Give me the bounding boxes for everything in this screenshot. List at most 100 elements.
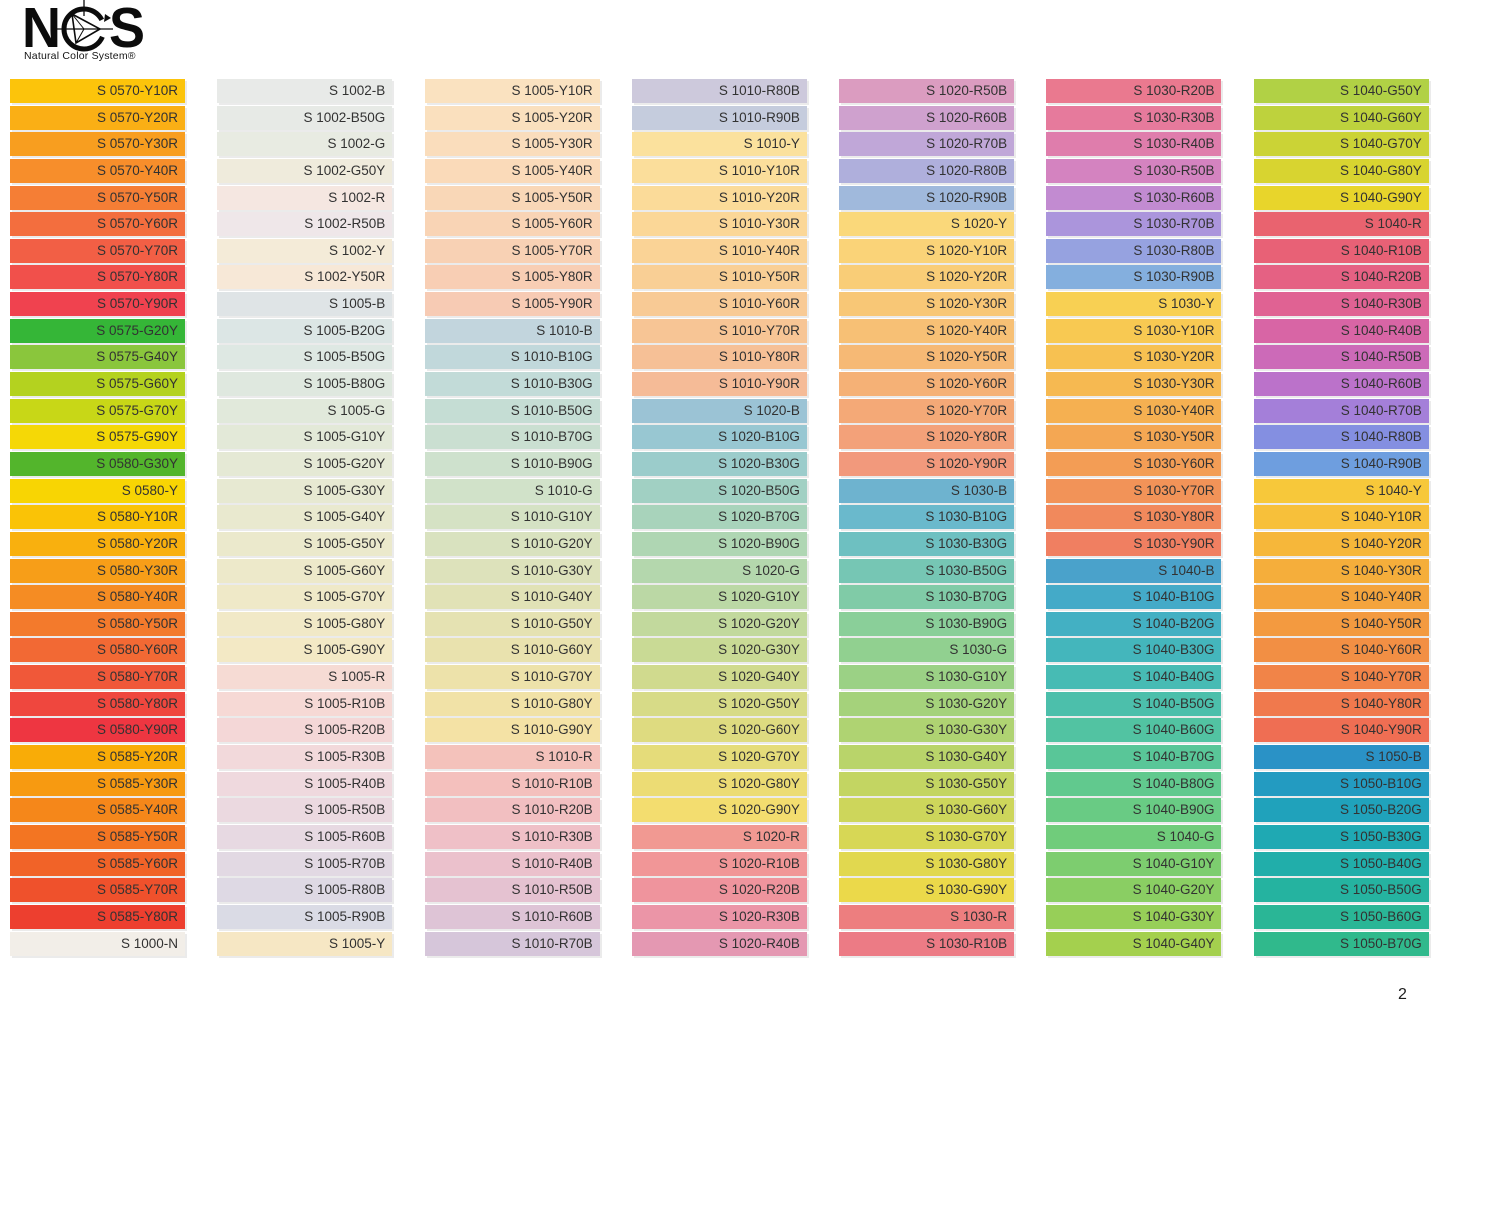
swatch-code-label: S 1050-B40G [1339,855,1422,871]
swatch-code-label: S 1020-R70B [926,136,1008,152]
color-swatch: S 1005-G50Y [217,531,393,556]
swatch-code-label: S 1005-Y10R [511,83,593,98]
color-swatch: S 1005-R20B [217,718,393,743]
swatch-code-label: S 1040-B20G [1132,615,1215,631]
swatch-code-label: S 1005-B20G [303,322,386,338]
color-swatch: S 1020-R30B [631,904,807,929]
swatch-code-label: S 1010-B30G [510,376,593,392]
color-swatch: S 1040-G90Y [1253,185,1429,210]
color-swatch: S 1020-Y10R [839,238,1015,263]
color-swatch: S 1040-B60G [1046,718,1222,743]
color-swatch: S 1010-B30G [424,372,600,397]
color-swatch: S 0575-G90Y [10,425,185,450]
swatch-code-label: S 0580-Y30R [96,562,178,578]
color-swatch: S 1030-R20B [1046,79,1222,103]
swatch-code-label: S 1030-Y40R [1133,402,1215,418]
color-swatch: S 0585-Y80R [10,904,185,929]
swatch-code-label: S 1020-Y90R [926,455,1008,471]
color-swatch: S 1050-B [1253,745,1429,770]
swatch-code-label: S 1010-G40Y [510,589,593,605]
swatch-code-label: S 1020-Y30R [926,296,1008,312]
swatch-code-label: S 1005-R40B [304,775,386,791]
swatch-code-label: S 1010-Y [743,136,800,152]
color-swatch: S 1010-R50B [424,878,600,903]
swatch-column: S 1030-R20B S 1030-R30B S 1030-R40B S 1030-… [1046,79,1222,958]
color-swatch: S 1020-G10Y [631,585,807,610]
color-swatch: S 1020-Y30R [839,292,1015,317]
color-swatch: S 0585-Y30R [10,771,185,796]
color-swatch: S 1010-R10B [424,771,600,796]
color-swatch: S 1040-G50Y [1253,79,1429,103]
color-swatch: S 1010-B90G [424,451,600,476]
color-swatch: S 0585-Y50R [10,824,185,849]
color-swatch: S 1020-R60B [839,105,1015,130]
color-swatch: S 1040-R30B [1253,292,1429,317]
swatch-code-label: S 1002-G50Y [303,162,386,178]
color-swatch: S 1010-R [424,745,600,770]
swatch-code-label: S 1005-G90Y [303,642,386,658]
swatch-code-label: S 1020-Y10R [926,242,1008,258]
color-swatch: S 1010-G [424,478,600,503]
swatch-code-label: S 1030-G70Y [925,828,1008,844]
color-swatch: S 1040-R40B [1253,318,1429,343]
swatch-code-label: S 1020-R [742,828,800,844]
color-swatch: S 1040-R50B [1253,345,1429,370]
swatch-code-label: S 1050-B30G [1339,828,1422,844]
swatch-code-label: S 0580-Y10R [96,509,178,525]
swatch-code-label: S 1000-N [120,935,178,951]
color-swatch: S 1010-Y10R [631,158,807,183]
logo-subtitle: Natural Color System® [24,50,136,62]
swatch-code-label: S 1030-R10B [926,935,1008,951]
swatch-code-label: S 1010-R90B [718,109,800,125]
swatch-code-label: S 1030-Y50R [1133,429,1215,445]
color-swatch: S 1010-G90Y [424,718,600,743]
color-swatch: S 1010-Y30R [631,212,807,237]
color-swatch: S 1010-R60B [424,904,600,929]
color-swatch: S 1030-Y90R [1046,531,1222,556]
swatch-code-label: S 1040-Y30R [1340,562,1422,578]
color-swatch: S 1030-G60Y [839,798,1015,823]
swatch-code-label: S 1020-G40Y [718,669,800,685]
color-swatch: S 1030-Y20R [1046,345,1222,370]
color-swatch: S 0580-Y90R [10,718,185,743]
color-swatch: S 1030-B30G [839,531,1015,556]
color-swatch: S 1030-G [839,638,1015,663]
swatch-code-label: S 0580-Y20R [96,535,178,551]
swatch-code-label: S 1030-G30Y [925,722,1008,738]
swatch-code-label: S 1030-Y [1158,296,1215,312]
swatch-code-label: S 1040-Y70R [1340,669,1422,685]
color-swatch: S 1005-Y80R [424,265,600,290]
swatch-code-label: S 1040-R30B [1340,296,1422,312]
color-swatch: S 0575-G60Y [10,372,185,397]
color-swatch: S 1002-G [217,132,393,157]
swatch-code-label: S 1005-R [328,669,386,685]
swatch-code-label: S 1030-G60Y [925,802,1008,818]
color-swatch: S 1030-R70B [1046,212,1222,237]
swatch-code-label: S 1005-Y60R [511,216,593,232]
swatch-code-label: S 1040-B10G [1132,589,1215,605]
color-swatch: S 1030-Y80R [1046,505,1222,530]
color-swatch: S 1010-Y70R [631,318,807,343]
swatch-code-label: S 1030-R80B [1133,242,1215,258]
swatch-code-label: S 1040-G10Y [1132,855,1215,871]
swatch-code-label: S 0580-G30Y [96,455,178,471]
swatch-code-label: S 1005-B50G [303,349,386,365]
swatch-code-label: S 1030-G40Y [925,749,1008,765]
swatch-code-label: S 1030-G80Y [925,855,1008,871]
swatch-code-label: S 0585-Y30R [96,775,178,791]
swatch-code-label: S 1002-B50G [303,109,386,125]
color-swatch: S 0570-Y10R [10,79,185,103]
swatch-code-label: S 0575-G70Y [96,402,178,418]
swatch-code-label: S 1020-Y [950,216,1008,232]
color-swatch: S 1040-B80G [1046,771,1222,796]
color-swatch: S 1040-Y10R [1253,505,1429,530]
swatch-code-label: S 1005-Y80R [511,269,593,285]
color-swatch: S 1030-G50Y [839,771,1015,796]
swatch-code-label: S 1040-G20Y [1132,882,1215,898]
color-swatch: S 1040-R10B [1253,238,1429,263]
swatch-code-label: S 1040-G40Y [1132,935,1215,951]
swatch-code-label: S 1040-R90B [1340,455,1422,471]
color-swatch: S 1005-G20Y [217,451,393,476]
color-swatch: S 1050-B70G [1253,931,1429,956]
color-swatch: S 1005-B [217,292,393,317]
